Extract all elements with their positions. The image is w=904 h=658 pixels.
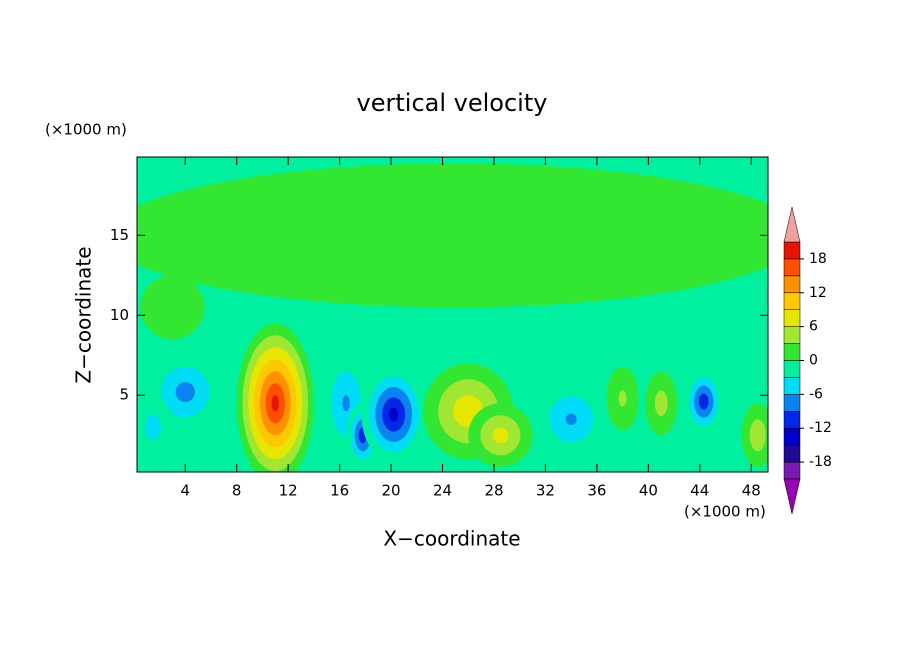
x-axis-label: X−coordinate <box>383 527 520 551</box>
x-tick-label: 40 <box>639 482 658 500</box>
x-tick-label: 32 <box>536 482 555 500</box>
colorbar-box <box>783 394 801 412</box>
colorbar-box <box>783 292 801 310</box>
colorbar-tick-label: -12 <box>809 420 832 436</box>
contour-cell <box>565 413 577 425</box>
colorbar-extend-low <box>783 478 801 515</box>
y-unit: (×1000 m) <box>45 121 127 139</box>
colorbar-box <box>783 360 801 378</box>
contour-cell <box>618 390 627 407</box>
colorbar-box <box>783 258 801 277</box>
colorbar: -18 -12 -6 0 6 12 18 <box>783 206 832 515</box>
y-tick-label: 5 <box>119 386 129 404</box>
contour-cell <box>389 407 399 422</box>
colorbar-extend-high <box>783 206 801 243</box>
colorbar-box <box>783 444 801 463</box>
x-tick-label: 48 <box>742 482 761 500</box>
x-tick-label: 4 <box>180 482 190 500</box>
contour-cell <box>749 419 766 452</box>
contour-cell <box>492 427 509 444</box>
contour-cell <box>137 163 768 308</box>
contour-cell <box>654 390 668 417</box>
colorbar-tick-label: 18 <box>809 251 827 267</box>
y-axis-label: Z−coordinate <box>72 246 96 383</box>
x-tick-label: 20 <box>382 482 401 500</box>
colorbar-box <box>783 427 801 446</box>
colorbar-box <box>783 377 801 395</box>
y-tick-label: 15 <box>110 226 129 244</box>
x-tick-label: 12 <box>279 482 298 500</box>
colorbar-box <box>783 411 801 429</box>
colorbar-tick-label: -6 <box>809 386 823 402</box>
x-tick-label: 28 <box>484 482 503 500</box>
colorbar-tick-label: 0 <box>809 353 818 369</box>
x-tick-label: 36 <box>587 482 606 500</box>
colorbar-box <box>783 326 801 344</box>
contour-cell <box>698 393 709 410</box>
contour-field <box>137 157 768 472</box>
x-tick-label: 16 <box>330 482 349 500</box>
contour-cell <box>175 382 195 403</box>
colorbar-box <box>783 461 801 480</box>
colorbar-tick-label: -18 <box>809 454 832 470</box>
colorbar-tick-label: 6 <box>809 319 818 335</box>
contour-cell <box>342 395 350 412</box>
contour-cell <box>271 395 280 412</box>
x-tick-label: 8 <box>232 482 242 500</box>
colorbar-box <box>783 275 801 294</box>
colorbar-box <box>783 241 801 260</box>
x-tick-label: 24 <box>433 482 452 500</box>
chart-title: vertical velocity <box>357 89 548 117</box>
x-tick-label: 44 <box>690 482 709 500</box>
colorbar-box <box>783 343 801 361</box>
contour-cell <box>140 275 205 340</box>
colorbar-tick-label: 12 <box>809 285 827 301</box>
plot-frame <box>136 156 769 473</box>
colorbar-box <box>783 309 801 327</box>
y-tick-label: 10 <box>110 306 129 324</box>
contour-cell <box>145 414 161 441</box>
x-unit: (×1000 m) <box>684 503 766 521</box>
